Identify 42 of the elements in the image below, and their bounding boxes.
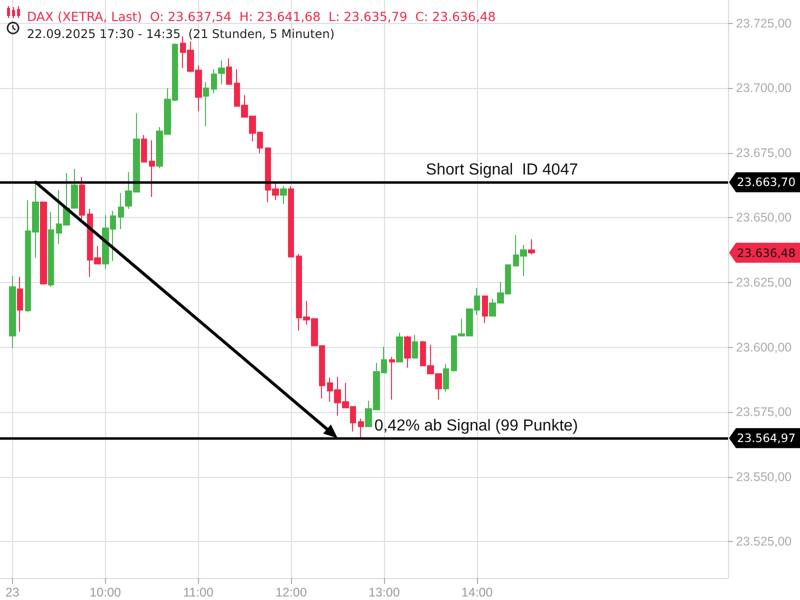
y-tick-label: 23.525,00 (736, 534, 792, 549)
y-tick-label: 23.700,00 (736, 81, 792, 96)
candlestick (389, 356, 395, 400)
x-tick-label: 11:00 (183, 586, 214, 600)
text: DAX (XETRA, Last) O: 23.637,54 H: 23.641,68 L: 23.635,79 C: 23.636,48 (27, 9, 496, 24)
candlestick (404, 335, 411, 368)
candlestick (79, 176, 85, 220)
candlestick (141, 134, 147, 162)
x-tick-label: 13:00 (368, 586, 400, 600)
candlestick (482, 296, 488, 324)
x-tick-label: 12:00 (276, 586, 307, 600)
text: 22.09.2025 17:30 - 14:35 (21 Stunden, 5 Minuten) (27, 27, 335, 41)
candlestick (17, 276, 23, 332)
candlestick (528, 238, 535, 256)
ref-line-label: Short Signal ID 4047 (426, 162, 578, 179)
y-tick-label: 23.650,00 (736, 210, 792, 225)
text: 23.564,97 (737, 431, 796, 446)
ref-line-label: 0,42% ab Signal (99 Punkte) (374, 418, 578, 435)
candlestick (358, 418, 364, 440)
x-tick-label: 10:00 (90, 586, 122, 600)
candlestick (396, 332, 403, 362)
candlestick (149, 140, 155, 198)
y-tick-label: 23.550,00 (736, 470, 792, 484)
candlestick (443, 363, 449, 392)
candlestick (118, 192, 124, 230)
candlestick (40, 202, 47, 284)
text: 23.663,70 (737, 175, 796, 190)
x-tick-label: 23 (5, 586, 20, 600)
candlestick (203, 82, 209, 127)
candlestick (226, 58, 232, 85)
candlestick (48, 212, 54, 288)
y-tick-label: 23.625,00 (736, 276, 792, 290)
y-tick-label: 23.725,00 (736, 16, 792, 30)
y-tick-label: 23.575,00 (736, 405, 792, 420)
text: 23.636,48 (737, 246, 796, 260)
x-tick-label: 14:00 (461, 586, 493, 600)
candlestick (412, 334, 418, 358)
y-tick-label: 23.600,00 (736, 340, 792, 354)
candlestick (9, 276, 16, 348)
y-tick-label: 23.675,00 (736, 146, 792, 160)
candlestick (280, 186, 287, 204)
candlestick (288, 186, 294, 258)
